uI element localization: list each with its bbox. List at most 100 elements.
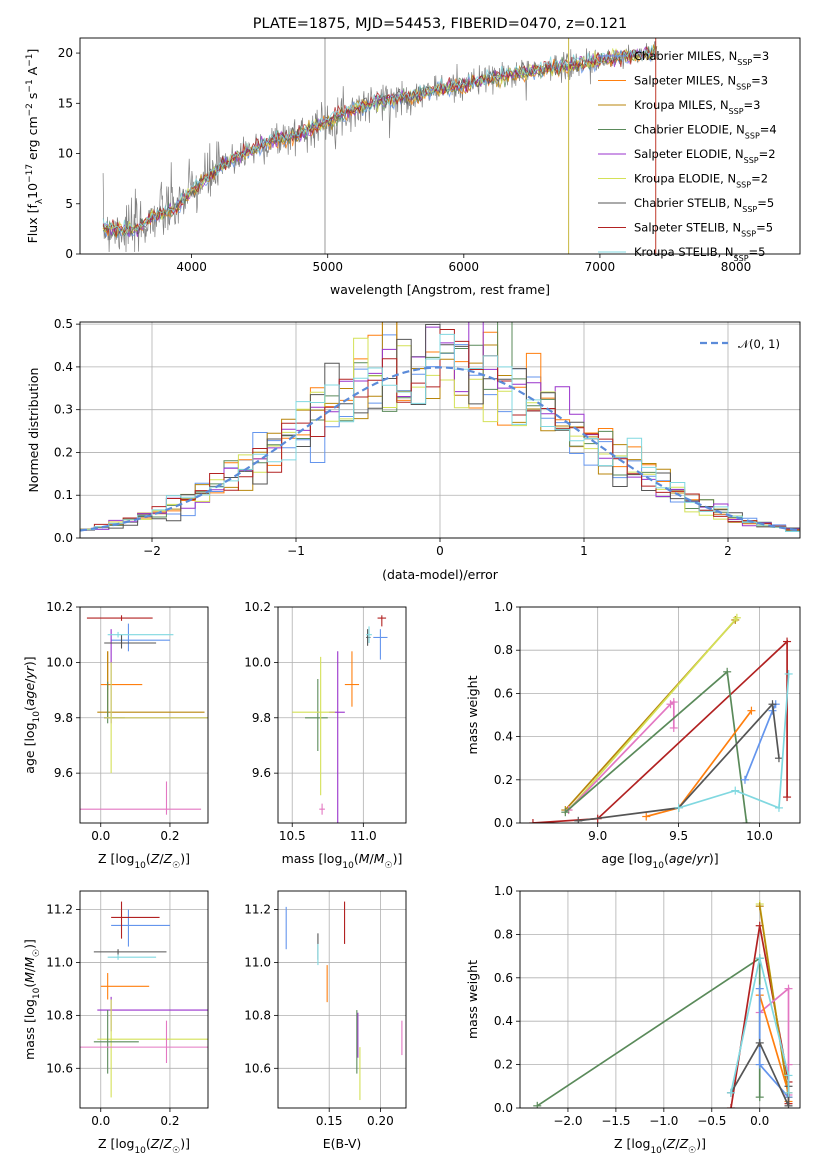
weight-marker (533, 1101, 542, 1108)
errorbar-point (93, 1010, 139, 1074)
errorbar-point (344, 651, 360, 707)
weight-marker (784, 984, 793, 993)
weight-marker (755, 1093, 764, 1102)
grid-lines (80, 891, 208, 1108)
error-bars (292, 615, 388, 823)
errorbar-point (107, 954, 157, 960)
y-tick-label: 10.6 (46, 1061, 73, 1075)
y-axis-label: Normed distribution (26, 368, 41, 493)
x-axis-label: (data-model)/error (382, 567, 499, 582)
y-tick-label: 1.0 (494, 884, 513, 898)
gaussian-reference-curve (80, 366, 800, 532)
axis-ticks: −2.0 −1.5 −1.0 −0.5 0.0 0.0 0.2 0.4 0.6 0.8 1.0 (494, 884, 769, 1128)
axes-frame (519, 890, 801, 1109)
x-tick-label: −1 (287, 544, 305, 558)
x-tick-label: 9.5 (669, 829, 688, 843)
y-tick-label: 10.2 (46, 600, 73, 614)
weight-marker (747, 706, 756, 715)
x-tick-label: 10.0 (746, 829, 773, 843)
y-axis-label: Flux [fλ10−17 erg cm−2 s−1 A−1] (25, 49, 45, 244)
weight-series-line (578, 702, 780, 822)
model-spectrum-line (102, 46, 658, 237)
y-axis-label: mass weight (465, 675, 480, 754)
x-tick-label: 10.5 (279, 829, 306, 843)
weight-vs-age-panel: 9.0 9.5 10.0 0.0 0.2 0.4 0.6 0.8 1.0 age [log10(a… (465, 600, 801, 871)
weight-marker (784, 1101, 793, 1108)
model-histogram (80, 333, 800, 533)
x-tick-label: 11.0 (350, 829, 377, 843)
weight-marker (574, 816, 583, 823)
errorbar-point (104, 634, 157, 649)
weight-marker (740, 775, 749, 784)
x-tick-label: 4000 (176, 260, 207, 274)
weight-series-line (564, 670, 748, 823)
weight-series-line (645, 710, 753, 818)
residuals-panel: −2 −1 0 1 2 0.0 0.1 0.2 0.3 0.4 0.5 𝒩(0, 1) (data-mo… (26, 317, 801, 582)
legend-label: 𝒩(0, 1) (738, 337, 780, 351)
y-tick-label: 0.5 (54, 317, 73, 331)
errorbar-point (104, 662, 208, 774)
x-tick-label: 7000 (585, 260, 616, 274)
weight-series-line (744, 703, 777, 781)
y-tick-label: 20 (58, 46, 73, 60)
x-axis-label: age [log10(age/yr)] (601, 851, 718, 871)
errorbar-point (97, 996, 208, 1032)
y-tick-label: 10.0 (244, 655, 271, 669)
x-axis-label: Z [log10(Z/Z☉)] (614, 1136, 706, 1156)
y-tick-label: 10.0 (46, 655, 73, 669)
y-tick-label: 9.8 (252, 711, 271, 725)
x-tick-label: 0.20 (367, 1114, 394, 1128)
errorbar-point (104, 681, 125, 724)
errorbar-point (80, 1020, 208, 1064)
weight-marker (642, 812, 651, 821)
x-tick-label: 0.0 (91, 1114, 110, 1128)
weight-marker (768, 700, 777, 709)
y-tick-label: 0.2 (494, 773, 513, 787)
error-bars (80, 615, 208, 815)
mass-vs-ebv-panel: 0.15 0.20 10.6 10.8 11.0 11.2 E(B-V) (244, 890, 407, 1151)
grid-lines (278, 606, 406, 823)
y-tick-label: 9.6 (54, 766, 73, 780)
axes-frame (79, 606, 209, 824)
weight-marker (755, 954, 764, 963)
y-axis-label: mass [log10(M/M☉)] (22, 939, 42, 1060)
x-axis-label: mass [log10(M/M☉)] (282, 851, 403, 871)
y-tick-label: 0.0 (54, 531, 73, 545)
spectrum-lines (102, 38, 658, 254)
legend-label: Chabrier STELIB, NSSP=5 (634, 196, 774, 214)
weight-marker (783, 637, 792, 646)
legend-label: Kroupa ELODIE, NSSP=2 (634, 172, 768, 190)
axes-frame (277, 606, 407, 824)
y-tick-label: 5 (65, 197, 73, 211)
errorbar-point (100, 651, 143, 691)
y-tick-label: 10.8 (244, 1008, 271, 1022)
legend-label: Salpeter STELIB, NSSP=5 (634, 221, 773, 239)
axes-frame (79, 890, 209, 1109)
x-axis-label: E(B-V) (323, 1136, 362, 1151)
x-tick-label: −2.0 (553, 1114, 582, 1128)
figure-title: PLATE=1875, MJD=54453, FIBERID=0470, z=0… (253, 16, 627, 32)
weight-marker (669, 723, 678, 732)
weight-marker (774, 803, 783, 812)
errorbar-point (80, 781, 202, 815)
weight-marker (726, 1088, 735, 1097)
x-tick-label: −1.5 (601, 1114, 630, 1128)
age-vs-metallicity-panel: 0.0 0.2 9.6 9.8 10.0 10.2 Z [log10(Z/Z☉)] age [… (22, 600, 209, 871)
y-tick-label: 15 (58, 96, 73, 110)
weight-vs-metallicity-panel: −2.0 −1.5 −1.0 −0.5 0.0 0.0 0.2 0.4 0.6 0.8 1.0 Z [… (465, 884, 801, 1156)
x-tick-label: −2 (143, 544, 161, 558)
x-tick-label: 0.2 (160, 829, 179, 843)
y-tick-label: 0.6 (494, 971, 513, 985)
errorbar-point (329, 651, 345, 823)
x-axis-label: Z [log10(Z/Z☉)] (98, 851, 190, 871)
errorbar-point (305, 679, 328, 751)
y-tick-label: 0.4 (54, 360, 73, 374)
axis-ticks: −2 −1 0 1 2 0.0 0.1 0.2 0.3 0.4 0.5 (54, 317, 732, 558)
model-spectrum-line (102, 44, 657, 238)
y-tick-label: 0.8 (494, 927, 513, 941)
weight-marker (561, 808, 570, 817)
weight-series-line (758, 994, 790, 1102)
y-axis-label: age [log10(age/yr)] (22, 656, 42, 773)
y-tick-label: 0.8 (494, 643, 513, 657)
